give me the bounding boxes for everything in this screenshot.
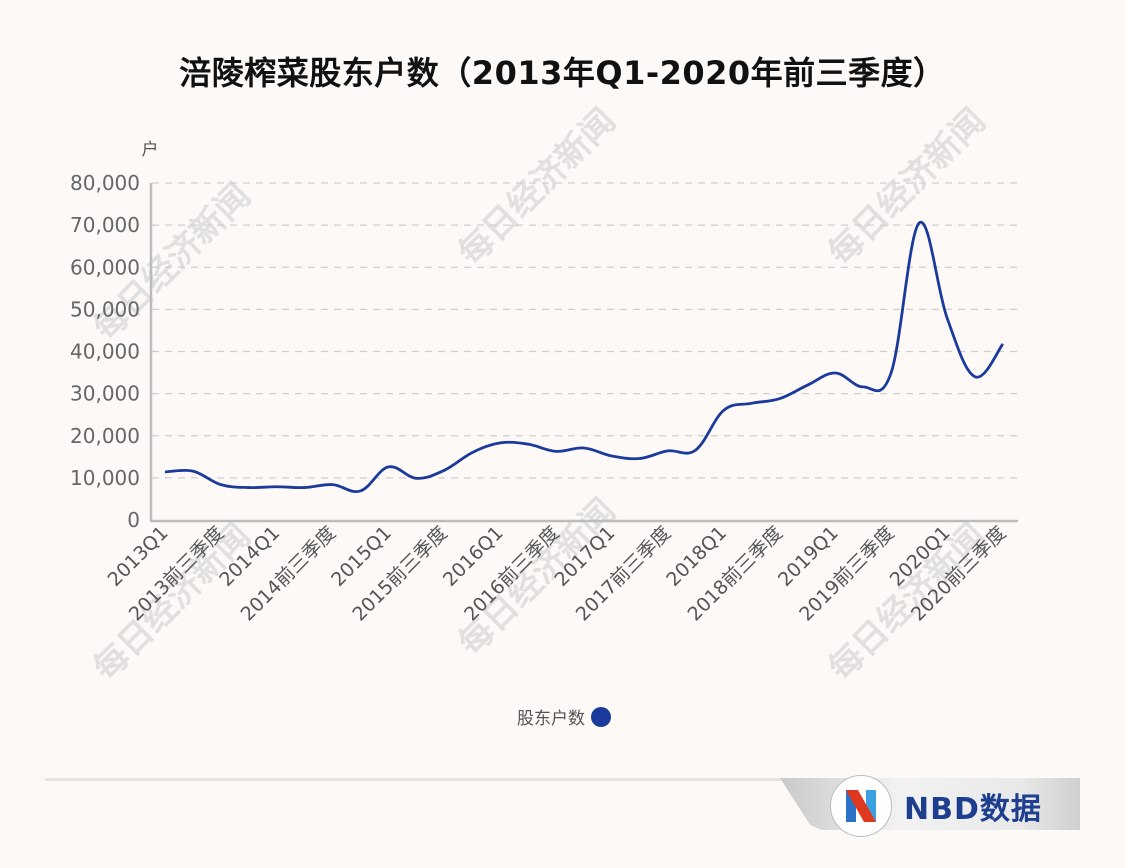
y-tick-label: 30,000 xyxy=(70,382,140,406)
watermark-text: 每日经济新闻 xyxy=(86,516,259,689)
legend-marker-icon xyxy=(591,706,611,727)
watermark-text: 每日经济新闻 xyxy=(451,101,624,274)
y-tick-label: 50,000 xyxy=(70,297,140,321)
y-tick-label: 40,000 xyxy=(70,340,140,364)
series-line-shareholders xyxy=(164,220,1005,493)
y-tick-label: 10,000 xyxy=(70,466,140,490)
legend[interactable]: 股东户数 xyxy=(517,704,611,729)
y-tick-label: 60,000 xyxy=(70,255,140,279)
watermark-text: 每日经济新闻 xyxy=(451,491,624,664)
y-tick-label: 80,000 xyxy=(70,171,140,195)
y-axis-ticks: 0 10,000 20,000 30,000 40,000 50,000 60,000 70,… xyxy=(70,171,140,532)
gridlines xyxy=(152,182,1018,479)
watermark-text: 每日经济新闻 xyxy=(821,516,994,689)
y-axis-unit: 户 xyxy=(142,140,159,160)
chart-title: 涪陵榨菜股东户数（2013年Q1-2020年前三季度） xyxy=(179,54,946,92)
y-tick-label: 20,000 xyxy=(70,424,140,448)
legend-label: 股东户数 xyxy=(517,709,585,729)
watermark-text: 每日经济新闻 xyxy=(821,101,994,274)
nbd-n-logo-icon xyxy=(830,775,892,837)
brand-logo: NBD数据 xyxy=(780,775,1080,837)
y-tick-label: 0 xyxy=(127,508,140,532)
footer-divider xyxy=(45,778,805,781)
y-tick-label: 70,000 xyxy=(70,213,140,237)
brand-text: NBD数据 xyxy=(904,792,1042,827)
